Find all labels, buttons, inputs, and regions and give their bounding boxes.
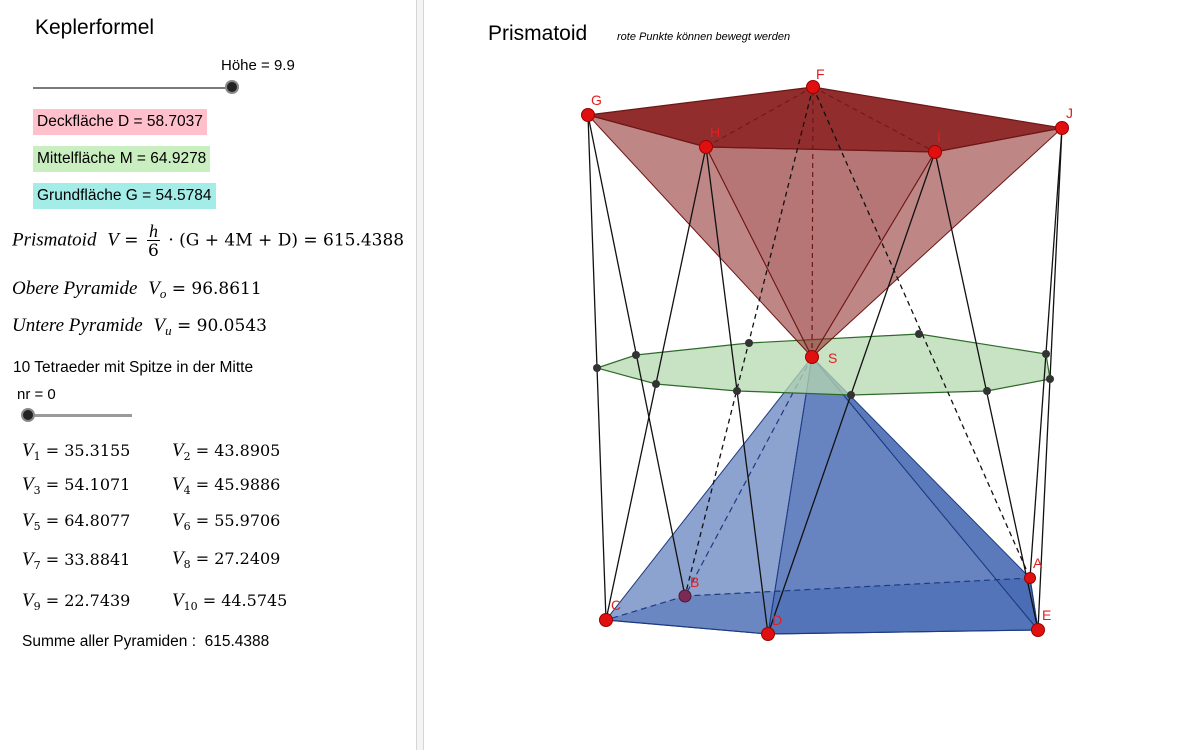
lower-pyramid-value: = 90.0543 bbox=[177, 316, 267, 336]
graphics-hint: rote Punkte können bewegt werden bbox=[617, 31, 791, 43]
nr-slider-knob[interactable] bbox=[21, 408, 35, 422]
label-g: G bbox=[591, 92, 602, 108]
volume-v7[interactable]: V7 = 33.8841 bbox=[22, 549, 131, 573]
volume-v3[interactable]: V3 = 54.1071 bbox=[22, 474, 131, 498]
upper-pyramid-var: V bbox=[148, 278, 160, 299]
point-i[interactable] bbox=[928, 145, 942, 159]
height-slider-track[interactable] bbox=[33, 87, 233, 89]
label-c: C bbox=[611, 597, 621, 613]
graphics-view[interactable]: Prismatoid rote Punkte können bewegt wer… bbox=[424, 0, 1200, 750]
panel-divider[interactable] bbox=[416, 0, 424, 750]
formula-word: Prismatoid bbox=[12, 229, 97, 251]
pyramid-sum-label: Summe aller Pyramiden : bbox=[22, 633, 197, 650]
middle-area-value[interactable]: Mittelfläche M = 64.9278 bbox=[33, 146, 211, 172]
point-s[interactable] bbox=[805, 350, 819, 364]
pyramid-sum[interactable]: Summe aller Pyramiden : 615.4388 bbox=[22, 633, 269, 651]
volume-v2[interactable]: V2 = 43.8905 bbox=[172, 440, 281, 464]
height-slider-label: Höhe = 9.9 bbox=[221, 57, 295, 74]
volume-v4[interactable]: V4 = 45.9886 bbox=[172, 474, 281, 498]
label-b: B bbox=[690, 574, 699, 590]
nr-slider-track[interactable] bbox=[22, 414, 132, 417]
formula-fraction: h 6 bbox=[146, 221, 160, 261]
point-e[interactable] bbox=[1031, 623, 1045, 637]
upper-pyramid-volume[interactable]: Obere Pyramide Vo = 96.8611 bbox=[12, 278, 262, 302]
volume-v8[interactable]: V8 = 27.2409 bbox=[172, 548, 281, 572]
top-face-ij bbox=[811, 127, 1064, 358]
algebra-panel: Keplerformel Höhe = 9.9 Deckfläche D = 5… bbox=[0, 0, 416, 750]
prismatoid-drawing[interactable]: F G H I J S A B C D E bbox=[424, 0, 1200, 750]
prismatoid-formula[interactable]: Prismatoid V = h 6 · (G + 4M + D) = 615.… bbox=[12, 221, 405, 261]
label-d: D bbox=[772, 612, 782, 628]
label-f: F bbox=[816, 66, 825, 82]
label-s: S bbox=[828, 350, 837, 366]
height-slider-knob[interactable] bbox=[225, 80, 239, 94]
upper-pyramid-value: = 96.8611 bbox=[171, 279, 262, 299]
lower-pyramid-sub: u bbox=[165, 323, 172, 339]
point-g[interactable] bbox=[581, 108, 595, 122]
nr-slider-label: nr = 0 bbox=[17, 386, 56, 403]
point-j[interactable] bbox=[1055, 121, 1069, 135]
volume-v9[interactable]: V9 = 22.7439 bbox=[22, 590, 131, 614]
fraction-numerator: h bbox=[148, 221, 158, 241]
deck-area-value[interactable]: Deckfläche D = 58.7037 bbox=[33, 109, 207, 135]
formula-expression: · (G + 4M + D) = 615.4388 bbox=[168, 230, 405, 251]
label-a: A bbox=[1033, 555, 1043, 571]
formula-var: V bbox=[107, 229, 119, 251]
point-b[interactable] bbox=[678, 589, 692, 603]
base-area-value[interactable]: Grundfläche G = 54.5784 bbox=[33, 183, 216, 209]
volume-v5[interactable]: V5 = 64.8077 bbox=[22, 510, 131, 534]
point-f[interactable] bbox=[806, 80, 820, 94]
volume-v6[interactable]: V6 = 55.9706 bbox=[172, 510, 281, 534]
lower-pyramid-word: Untere Pyramide bbox=[12, 315, 143, 336]
volume-v1[interactable]: V1 = 35.3155 bbox=[22, 440, 131, 464]
point-d[interactable] bbox=[761, 627, 775, 641]
graphics-title: Prismatoid bbox=[488, 22, 588, 45]
upper-pyramid-word: Obere Pyramide bbox=[12, 278, 138, 299]
bottom-face-de bbox=[767, 355, 1040, 635]
point-a[interactable] bbox=[1024, 572, 1036, 584]
label-h: H bbox=[710, 124, 720, 140]
label-i: I bbox=[937, 129, 941, 145]
label-e: E bbox=[1042, 607, 1051, 623]
section-points bbox=[593, 330, 1054, 399]
lower-pyramid-var: V bbox=[153, 315, 166, 336]
fraction-denominator: 6 bbox=[146, 240, 160, 261]
panel-title: Keplerformel bbox=[35, 16, 155, 39]
pyramid-sum-value: 615.4388 bbox=[204, 633, 270, 650]
point-c[interactable] bbox=[599, 613, 613, 627]
volume-v10[interactable]: V10 = 44.5745 bbox=[172, 590, 288, 614]
point-h[interactable] bbox=[699, 140, 713, 154]
upper-pyramid-sub: o bbox=[159, 286, 167, 302]
tetrahedra-caption: 10 Tetraeder mit Spitze in der Mitte bbox=[13, 359, 254, 376]
lower-pyramid-volume[interactable]: Untere Pyramide Vu = 90.0543 bbox=[12, 315, 267, 339]
label-j: J bbox=[1066, 105, 1073, 121]
